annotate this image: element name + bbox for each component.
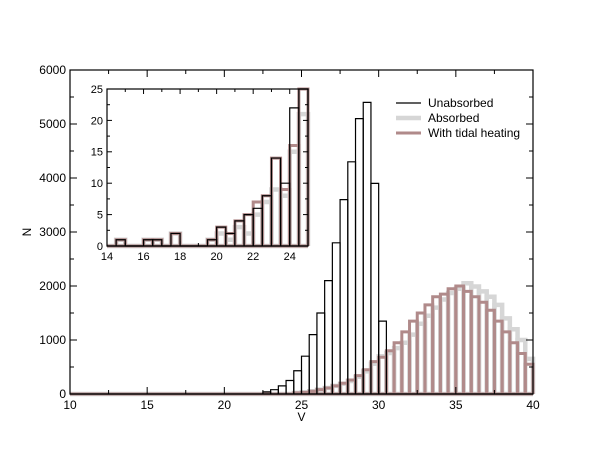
main-bar-unabsorbed <box>378 320 387 394</box>
main-bar-unabsorbed <box>308 334 318 394</box>
main-x-tick-label: 30 <box>372 398 386 412</box>
main-bar-unabsorbed <box>331 242 341 394</box>
inset-x-tick-label: 22 <box>247 251 259 263</box>
main-bar-unabsorbed <box>324 280 333 394</box>
inset-x-tick-label: 24 <box>284 251 296 263</box>
inset-y-tick-label: 20 <box>91 115 103 127</box>
main-bar-unabsorbed <box>300 355 310 394</box>
main-x-tick-label: 20 <box>218 398 232 412</box>
main-x-tick-label: 10 <box>63 398 77 412</box>
x-axis-title: V <box>297 410 305 424</box>
inset-bar-unabsorbed <box>152 239 163 246</box>
main-x-tick-label: 40 <box>526 398 540 412</box>
inset-x-tick-label: 18 <box>174 251 186 263</box>
inset-y-tick-label: 25 <box>91 84 103 96</box>
main-bar-unabsorbed <box>316 312 326 394</box>
main-x-tick-label: 15 <box>140 398 154 412</box>
main-bar-unabsorbed <box>362 101 372 394</box>
inset-bar-unabsorbed <box>115 239 126 246</box>
main-x-tick-label: 25 <box>295 398 309 412</box>
main-y-tick-label: 2000 <box>39 279 66 293</box>
inset-y-tick-label: 10 <box>91 178 103 190</box>
legend-label: With tidal heating <box>428 126 520 140</box>
inset-x-tick-label: 16 <box>137 251 149 263</box>
inset-plot-axes: 14 16 18 20 22 24 0 5 10 15 20 25 <box>91 84 309 263</box>
main-bar-unabsorbed <box>339 199 349 394</box>
main-y-tick-label: 0 <box>59 387 66 401</box>
main-y-tick-label: 1000 <box>39 333 66 347</box>
inset-bar-unabsorbed <box>170 232 181 246</box>
inset-x-tick-label: 20 <box>211 251 223 263</box>
main-bar-unabsorbed <box>354 118 364 394</box>
main-plot-series <box>70 101 536 397</box>
main-y-tick-label: 6000 <box>39 63 66 77</box>
main-y-tick-label: 3000 <box>39 225 66 239</box>
legend-label: Absorbed <box>428 111 479 125</box>
main-x-tick-label: 35 <box>449 398 463 412</box>
inset-y-tick-label: 0 <box>97 241 103 253</box>
inset-y-tick-label: 15 <box>91 147 103 159</box>
main-y-tick-label: 4000 <box>39 171 66 185</box>
main-bar-unabsorbed <box>370 182 380 394</box>
legend-label: Unabsorbed <box>428 96 493 110</box>
y-axis-title: N <box>20 228 34 237</box>
inset-background <box>107 89 308 246</box>
main-bar-with-tidal-heating <box>523 362 535 394</box>
main-bar-unabsorbed <box>347 161 357 394</box>
main-y-tick-label: 5000 <box>39 117 66 131</box>
main-plot-axes: 10 15 20 25 30 35 40 0 1000 2000 3000 4000 5000 6000 V… <box>20 63 540 424</box>
inset-y-tick-label: 5 <box>97 209 103 221</box>
inset-x-tick-label: 14 <box>101 251 113 263</box>
